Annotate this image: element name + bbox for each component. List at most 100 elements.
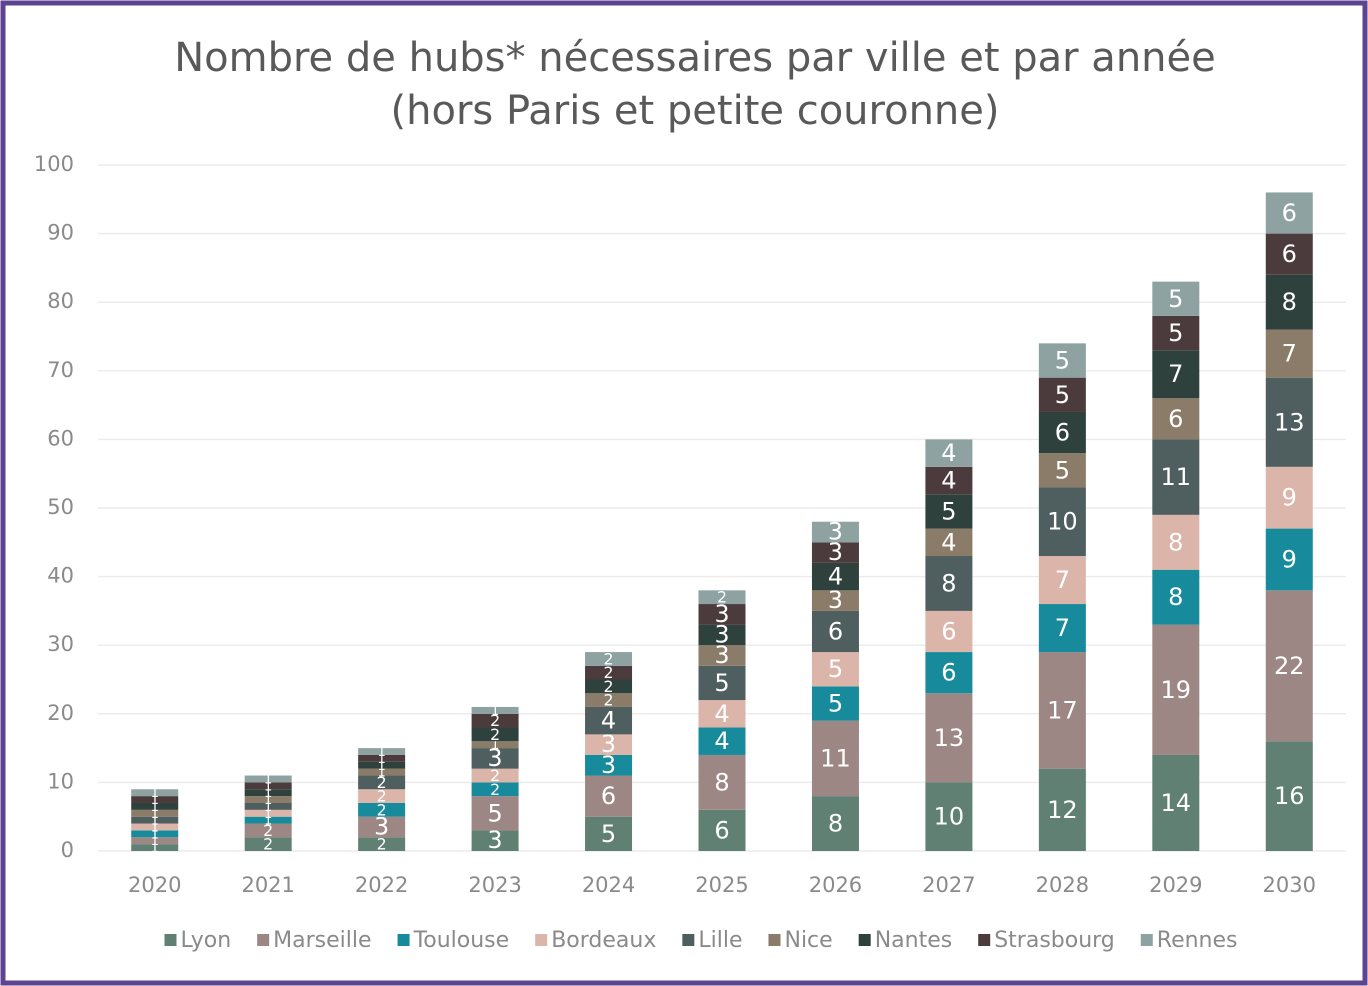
bar-segment	[471, 713, 519, 728]
data-label: 1	[264, 779, 272, 794]
bar-segment	[1152, 398, 1200, 440]
bar-segment	[1265, 329, 1313, 378]
bar-segment	[925, 693, 973, 783]
legend-label: Toulouse	[413, 928, 510, 953]
bar-segment	[244, 823, 292, 838]
data-label: 6	[1168, 405, 1183, 433]
data-label: 11	[1161, 463, 1192, 491]
legend-label: Strasbourg	[994, 928, 1115, 953]
x-tick-label: 2023	[468, 873, 521, 897]
bar-segment	[1038, 453, 1086, 488]
data-label: 1	[151, 793, 159, 808]
bar-segment	[358, 775, 406, 790]
x-tick-label: 2022	[355, 873, 408, 897]
legend-swatch	[535, 934, 548, 946]
data-label: 3	[714, 641, 729, 669]
bar-segment	[925, 782, 973, 851]
data-label: 3	[828, 518, 843, 546]
data-label: 1	[151, 814, 159, 829]
data-label: 5	[487, 799, 502, 827]
x-tick-label: 2030	[1263, 873, 1316, 897]
data-label: 1	[151, 841, 159, 856]
data-label: 10	[1047, 508, 1078, 536]
bar-segment	[131, 823, 179, 831]
data-label: 1	[151, 820, 159, 835]
bar-segment	[811, 610, 859, 653]
bar-segment	[1152, 754, 1200, 851]
y-tick-label: 60	[47, 426, 74, 450]
data-label: 4	[714, 727, 729, 755]
bar-segment	[1038, 768, 1086, 851]
data-label: 3	[488, 826, 503, 854]
data-label: 7	[1055, 614, 1070, 642]
bar-segment	[1152, 281, 1200, 316]
data-label: 1	[151, 800, 159, 815]
bar-segment	[1152, 624, 1200, 755]
data-label: 22	[1274, 652, 1305, 680]
bar-segment	[925, 528, 973, 557]
bar-segment	[244, 802, 292, 810]
bar-segment	[811, 796, 859, 851]
legend-swatch	[978, 934, 991, 946]
bar-segment	[358, 748, 406, 755]
x-tick-label: 2024	[582, 873, 635, 897]
bar-segment	[585, 665, 633, 680]
legend-swatch	[682, 934, 695, 946]
data-label: 2	[604, 663, 614, 682]
legend-swatch	[257, 934, 270, 946]
data-label: 2	[490, 711, 500, 730]
bar-segment	[131, 837, 179, 845]
data-label: 10	[934, 803, 965, 831]
data-label: 3	[828, 586, 843, 614]
bar-segment	[471, 796, 519, 831]
bar-segment	[1038, 487, 1086, 557]
data-label: 5	[1055, 381, 1070, 409]
bar-segment	[811, 542, 859, 563]
bar-segment	[585, 706, 633, 735]
y-tick-label: 80	[47, 289, 74, 313]
bar-segment	[1152, 315, 1200, 351]
data-label: 6	[1282, 240, 1297, 268]
bar-segment	[811, 652, 859, 687]
bar-segment	[811, 521, 859, 543]
legend-swatch	[858, 934, 871, 946]
data-label: 6	[828, 617, 843, 645]
bar-segment	[585, 775, 633, 817]
data-label: 4	[714, 700, 729, 728]
x-tick-label: 2026	[809, 873, 862, 897]
y-tick-label: 20	[47, 701, 74, 725]
data-label: 8	[1168, 528, 1183, 556]
bar-segment	[698, 645, 746, 666]
data-label: 8	[1282, 288, 1297, 316]
legend-label: Bordeaux	[551, 928, 656, 953]
data-label: 9	[1282, 545, 1297, 573]
data-label: 4	[941, 528, 956, 556]
bar-segment	[585, 816, 633, 851]
data-label: 3	[601, 751, 616, 779]
bar-segment	[698, 727, 746, 755]
bar-segment	[1038, 556, 1086, 605]
data-label: 2	[377, 787, 387, 806]
bar-segment	[471, 830, 519, 851]
data-label: 1	[264, 793, 272, 808]
bar-segment	[925, 610, 973, 653]
legend-swatch	[768, 934, 781, 946]
data-label: 1	[264, 807, 272, 822]
data-label: 1	[491, 704, 499, 719]
bar-segment	[244, 782, 292, 790]
bar-segment	[131, 830, 179, 838]
data-label: 2	[263, 821, 273, 840]
bar-segment	[1265, 377, 1313, 467]
bar-segment	[811, 562, 859, 591]
bar-segment	[925, 556, 973, 611]
bar-segment	[1038, 411, 1086, 454]
data-label: 6	[941, 617, 956, 645]
bar-segment	[1038, 604, 1086, 653]
data-label: 16	[1274, 782, 1305, 810]
y-tick-label: 10	[47, 769, 74, 793]
bar-segment	[358, 768, 406, 776]
legend-swatch	[397, 934, 410, 946]
data-label: 1	[377, 752, 385, 767]
x-tick-label: 2027	[922, 873, 975, 897]
